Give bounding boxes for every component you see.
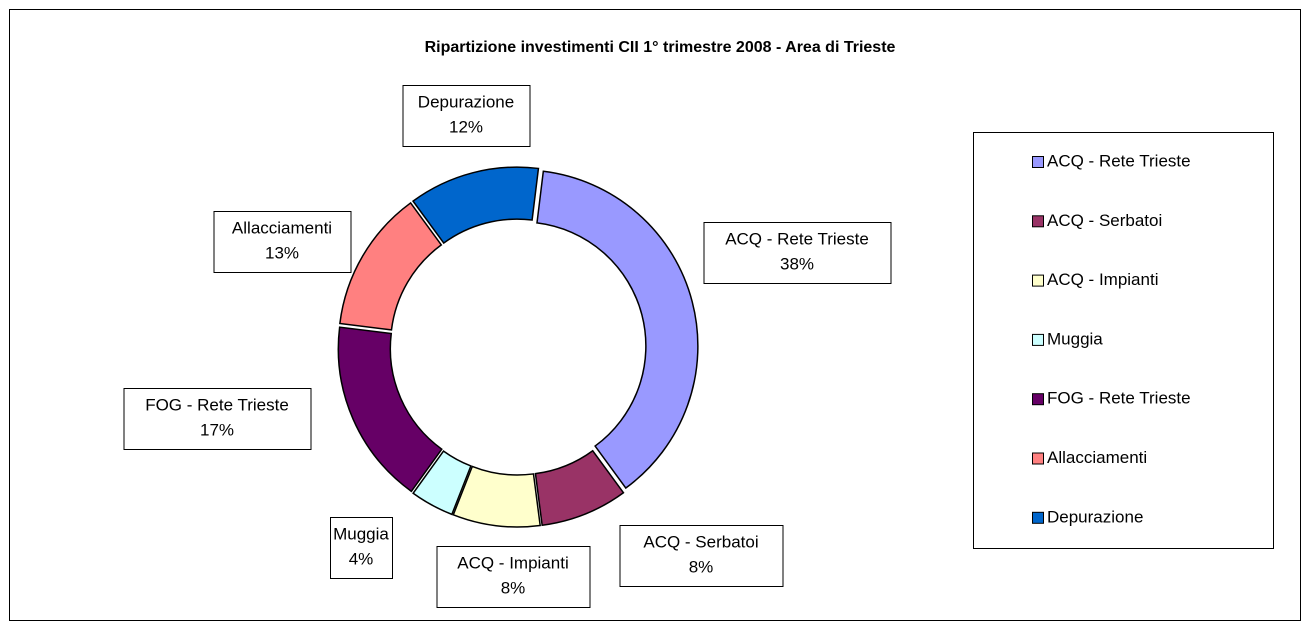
legend-label: Muggia [1047,329,1103,348]
data-label-category: ACQ - Impianti [457,553,568,572]
data-label-box [123,388,312,450]
data-label-box [402,85,531,147]
data-label-category: ACQ - Rete Trieste [725,229,869,248]
data-label-value: 17% [200,420,234,439]
legend-label: ACQ - Rete Trieste [1047,151,1191,170]
chart-title: Ripartizione investimenti CII 1° trimest… [425,39,896,56]
donut-slice [452,465,542,528]
legend-swatch [1032,333,1044,346]
legend [973,132,1274,549]
legend-label: Allacciamenti [1047,448,1147,467]
legend-label: ACQ - Serbatoi [1047,211,1162,230]
donut-slice [534,449,625,527]
legend-swatch [1032,215,1044,228]
donut-slice [411,166,540,245]
legend-swatch [1032,393,1044,406]
legend-label: ACQ - Impianti [1047,270,1158,289]
data-label-category: FOG - Rete Trieste [145,395,289,414]
data-label-value: 4% [349,549,374,568]
legend-swatch [1032,156,1044,168]
legend-swatch [1032,511,1044,524]
legend-swatch [1032,452,1044,465]
data-label-category: Muggia [333,524,389,543]
data-label-value: 38% [780,254,814,273]
donut-slice [536,170,699,490]
data-label-box [213,211,352,273]
data-label-category: Allacciamenti [232,218,332,237]
data-label-value: 12% [449,117,483,136]
data-label-value: 13% [265,243,299,262]
donut-slice [337,326,443,493]
data-label-category: ACQ - Serbatoi [643,532,758,551]
data-label-box [619,525,784,587]
data-label-box [330,517,393,579]
data-label-box [703,222,892,284]
data-label-category: Depurazione [418,92,514,111]
legend-label: Depurazione [1047,507,1143,526]
data-label-value: 8% [689,557,714,576]
donut-slice [412,450,472,516]
data-label-value: 8% [501,578,526,597]
legend-label: FOG - Rete Trieste [1047,389,1191,408]
donut-slice [339,201,443,331]
data-label-box [436,546,591,608]
legend-swatch [1032,274,1044,287]
